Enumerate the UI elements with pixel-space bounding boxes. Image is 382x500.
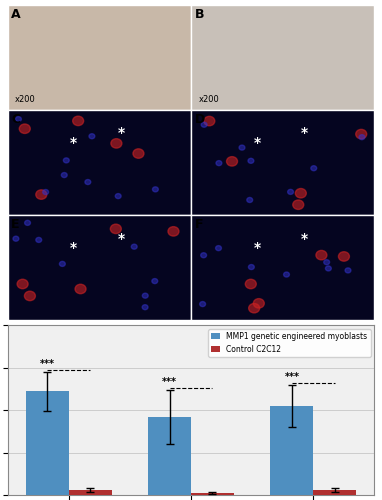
Circle shape bbox=[283, 272, 290, 277]
Text: x200: x200 bbox=[15, 96, 36, 104]
Circle shape bbox=[24, 220, 31, 226]
Bar bbox=[270, 406, 313, 495]
Circle shape bbox=[43, 190, 49, 194]
Legend: MMP1 genetic engineered myoblasts, Control C2C12: MMP1 genetic engineered myoblasts, Contr… bbox=[208, 329, 371, 357]
Circle shape bbox=[239, 145, 245, 150]
Bar bbox=[69, 490, 112, 495]
Text: ***: *** bbox=[284, 372, 299, 382]
Circle shape bbox=[356, 130, 367, 139]
Circle shape bbox=[63, 158, 69, 163]
Circle shape bbox=[248, 264, 254, 270]
Circle shape bbox=[359, 134, 365, 140]
Circle shape bbox=[62, 172, 67, 178]
Bar bbox=[148, 417, 191, 495]
Circle shape bbox=[311, 166, 317, 170]
Circle shape bbox=[253, 298, 264, 308]
Text: F: F bbox=[195, 218, 203, 232]
Circle shape bbox=[152, 278, 158, 283]
Circle shape bbox=[152, 187, 158, 192]
Circle shape bbox=[248, 158, 254, 164]
Text: ***: *** bbox=[162, 377, 177, 387]
Circle shape bbox=[200, 302, 206, 306]
Circle shape bbox=[36, 238, 42, 242]
Circle shape bbox=[249, 304, 260, 313]
Circle shape bbox=[345, 268, 351, 273]
Circle shape bbox=[17, 280, 28, 288]
Text: *: * bbox=[301, 126, 308, 140]
Circle shape bbox=[89, 134, 95, 139]
Circle shape bbox=[204, 116, 215, 126]
FancyBboxPatch shape bbox=[8, 5, 191, 110]
Text: *: * bbox=[70, 241, 77, 255]
Text: D: D bbox=[195, 113, 205, 126]
Circle shape bbox=[201, 122, 207, 127]
Circle shape bbox=[19, 124, 30, 134]
FancyBboxPatch shape bbox=[8, 110, 191, 216]
Circle shape bbox=[227, 156, 238, 166]
Circle shape bbox=[325, 266, 331, 271]
Circle shape bbox=[24, 291, 36, 300]
Text: C: C bbox=[11, 113, 20, 126]
Text: x200: x200 bbox=[198, 96, 219, 104]
Text: *: * bbox=[301, 232, 308, 245]
Circle shape bbox=[288, 190, 293, 194]
FancyBboxPatch shape bbox=[191, 216, 374, 320]
Circle shape bbox=[73, 116, 84, 126]
Circle shape bbox=[131, 244, 137, 249]
Circle shape bbox=[111, 138, 122, 148]
Circle shape bbox=[201, 252, 207, 258]
Text: B: B bbox=[195, 8, 204, 21]
Circle shape bbox=[142, 304, 148, 310]
FancyBboxPatch shape bbox=[191, 5, 374, 110]
Circle shape bbox=[247, 198, 253, 202]
Text: *: * bbox=[253, 241, 261, 255]
Bar bbox=[313, 490, 356, 495]
Circle shape bbox=[75, 284, 86, 294]
Bar bbox=[191, 494, 234, 495]
Circle shape bbox=[216, 160, 222, 166]
Circle shape bbox=[316, 250, 327, 260]
Circle shape bbox=[245, 280, 256, 288]
Circle shape bbox=[115, 194, 121, 198]
Text: *: * bbox=[70, 136, 77, 150]
Text: *: * bbox=[253, 136, 261, 150]
Circle shape bbox=[16, 116, 21, 121]
Circle shape bbox=[295, 188, 306, 198]
Circle shape bbox=[110, 224, 121, 234]
Circle shape bbox=[215, 246, 222, 250]
Circle shape bbox=[338, 252, 350, 261]
Circle shape bbox=[60, 262, 65, 266]
Circle shape bbox=[293, 200, 304, 209]
Text: *: * bbox=[118, 232, 125, 245]
Circle shape bbox=[133, 149, 144, 158]
Text: *: * bbox=[118, 126, 125, 140]
Circle shape bbox=[168, 226, 179, 236]
Circle shape bbox=[36, 190, 47, 200]
Text: E: E bbox=[11, 218, 20, 232]
Circle shape bbox=[324, 260, 330, 264]
Bar bbox=[26, 392, 69, 495]
Circle shape bbox=[85, 180, 91, 184]
Circle shape bbox=[142, 293, 148, 298]
FancyBboxPatch shape bbox=[8, 216, 191, 320]
Text: A: A bbox=[11, 8, 21, 21]
FancyBboxPatch shape bbox=[191, 110, 374, 216]
Circle shape bbox=[13, 236, 19, 241]
Text: ***: *** bbox=[40, 360, 55, 370]
